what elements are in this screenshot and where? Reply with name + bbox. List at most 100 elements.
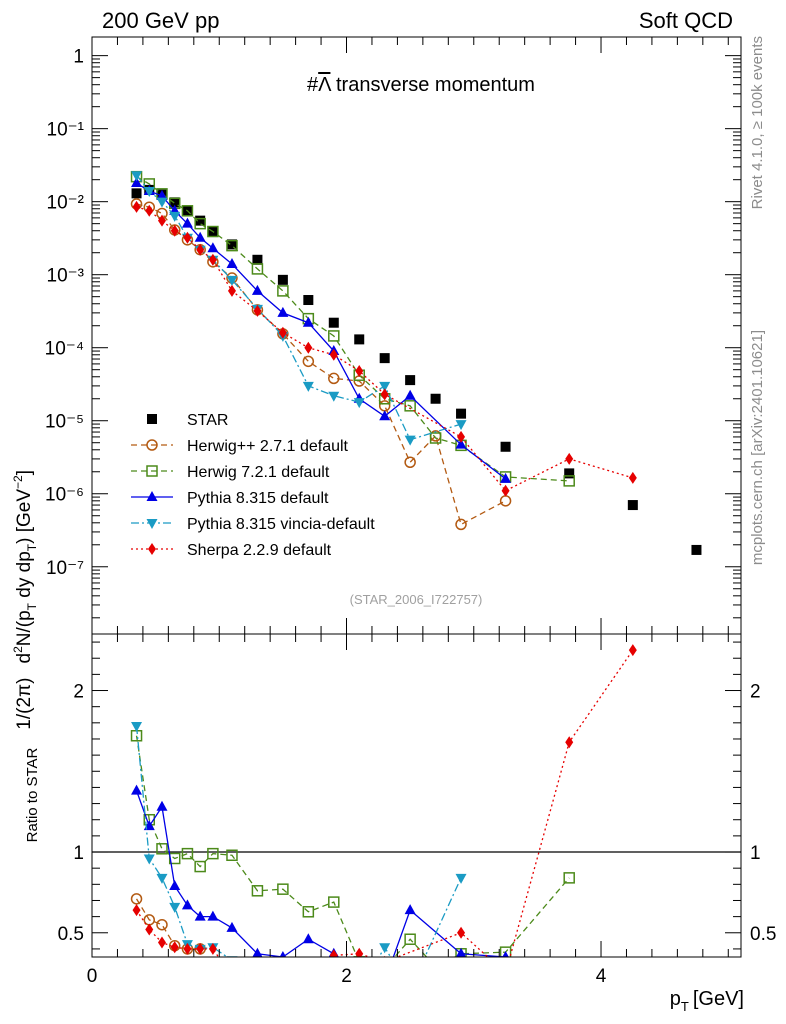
ratio-y-tick-label-0: 0.5 <box>58 924 84 945</box>
legend-marker-0 <box>147 414 157 424</box>
ratio-point-2-4 <box>181 899 193 910</box>
main-point-0-20 <box>691 544 702 555</box>
main-point-4-14 <box>404 435 416 446</box>
ratio-point-1-5 <box>194 860 206 873</box>
ratio-point-1-14 <box>404 933 416 945</box>
main-point-4-13 <box>379 381 391 392</box>
legend-entry-4: Pythia 8.315 vincia-default <box>131 516 375 533</box>
legend-marker-3 <box>146 491 158 501</box>
ratio-series-3 <box>131 722 467 957</box>
main-point-4-7 <box>226 275 238 286</box>
main-point-4-12 <box>353 398 365 409</box>
ratio-point-1-17 <box>499 946 512 957</box>
legend-label-1: Herwig++ 2.7.1 default <box>187 438 349 455</box>
main-point-0-5 <box>195 215 206 226</box>
ratio-point-3-7 <box>226 956 238 957</box>
y-tick-label-6: 10⁻⁶ <box>45 485 84 506</box>
legend-entry-3: Pythia 8.315 default <box>131 490 329 507</box>
main-point-5-11 <box>329 348 338 361</box>
main-line-5 <box>136 206 634 492</box>
main-series-1 <box>130 198 512 531</box>
main-point-3-0 <box>131 177 143 188</box>
main-point-2-7 <box>226 239 238 252</box>
ratio-point-1-4 <box>181 847 194 860</box>
main-point-0-14 <box>405 375 416 386</box>
ratio-series-0 <box>130 893 206 955</box>
main-point-1-16 <box>455 518 467 531</box>
main-series-5 <box>132 200 637 497</box>
main-point-5-10 <box>304 341 313 354</box>
ratio-point-2-3 <box>169 879 181 890</box>
y-tick-label-2: 10⁻² <box>47 193 85 214</box>
ratio-line-4 <box>135 649 634 957</box>
ratio-point-1-11 <box>328 896 340 908</box>
main-point-4-11 <box>328 391 340 402</box>
main-line-4 <box>136 174 462 441</box>
ratio-point-4-11 <box>329 949 338 957</box>
ratio-point-4-6 <box>208 942 217 955</box>
legend-entry-0: STAR <box>147 412 228 429</box>
main-point-5-1 <box>145 204 154 217</box>
ratio-point-4-17 <box>628 644 637 657</box>
ratio-point-4-2 <box>157 936 166 949</box>
ratio-point-4-3 <box>170 941 179 954</box>
ratio-line-0 <box>135 898 201 950</box>
ratio-point-0-2 <box>156 918 168 931</box>
ratio-point-4-5 <box>196 942 205 955</box>
main-point-5-6 <box>208 253 217 266</box>
main-point-3-8 <box>251 284 263 295</box>
y-tick-label-1: 10⁻¹ <box>47 120 85 141</box>
ratio-point-2-10 <box>302 933 314 944</box>
ratio-point-4-16 <box>565 736 574 749</box>
legend-marker-4 <box>146 519 158 529</box>
main-point-5-0 <box>132 200 141 213</box>
main-point-2-9 <box>277 285 289 297</box>
main-point-0-10 <box>303 295 314 306</box>
ratio-y-tick-label-2: 2 <box>73 682 84 703</box>
main-point-0-15 <box>430 393 441 404</box>
ratio-point-1-18 <box>563 872 575 884</box>
y-tick-label-0: 1 <box>73 47 84 68</box>
main-point-5-9 <box>278 326 287 339</box>
ratio-point-2-8 <box>252 947 263 957</box>
main-point-5-8 <box>253 304 262 317</box>
main-point-3-4 <box>181 217 193 228</box>
legend-label-3: Pythia 8.315 default <box>187 490 329 507</box>
main-point-3-16 <box>500 472 512 483</box>
main-point-0-11 <box>328 317 339 328</box>
ratio-point-3-15 <box>455 873 467 884</box>
legend-label-4: Pythia 8.315 vincia-default <box>187 516 375 533</box>
ratio-y-tick-label-right-1: 1 <box>750 843 761 864</box>
y-tick-label-7: 10⁻⁷ <box>46 558 84 579</box>
main-point-2-5 <box>194 217 206 230</box>
main-point-1-14 <box>404 456 416 468</box>
main-point-0-18 <box>564 468 575 479</box>
main-point-1-10 <box>302 355 315 368</box>
main-point-0-3 <box>169 197 180 208</box>
ratio-point-2-7 <box>226 921 238 932</box>
main-point-0-16 <box>456 408 467 419</box>
y-tick-label-3: 10⁻³ <box>47 266 85 287</box>
ratio-line-1 <box>135 735 570 957</box>
main-point-1-11 <box>328 372 340 385</box>
ratio-series-1 <box>130 729 575 957</box>
main-point-3-9 <box>277 306 289 317</box>
ratio-point-1-8 <box>251 885 264 897</box>
main-point-5-13 <box>380 388 389 401</box>
ratio-point-4-13 <box>383 955 386 957</box>
y-tick-label-5: 10⁻⁵ <box>45 412 84 433</box>
main-point-2-6 <box>207 225 219 238</box>
main-point-5-5 <box>196 243 205 256</box>
main-point-5-4 <box>183 231 192 244</box>
rivet-version-label: Rivet 4.1.0, ≥ 100k events <box>749 36 766 209</box>
ratio-point-4-0 <box>132 904 141 917</box>
ratio-y-tick-label-right-2: 2 <box>750 682 761 703</box>
ratio-y-tick-label-right-0: 0.5 <box>750 924 776 945</box>
ratio-point-2-15 <box>455 947 467 957</box>
ratio-point-3-1 <box>143 854 155 865</box>
legend-entry-1: Herwig++ 2.7.1 default <box>131 438 349 455</box>
main-point-5-3 <box>170 224 179 237</box>
main-point-3-2 <box>156 189 168 200</box>
analysis-watermark: (STAR_2006_I722757) <box>350 592 483 607</box>
